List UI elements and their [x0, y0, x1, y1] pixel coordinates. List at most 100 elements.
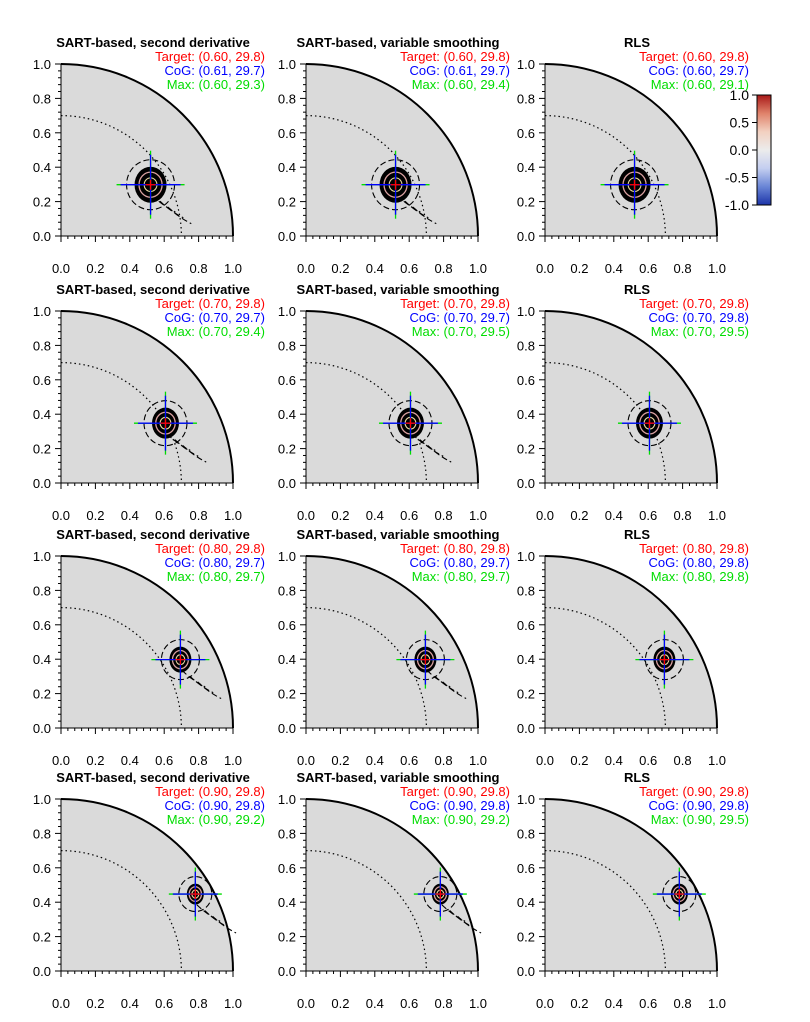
cog-annotation: CoG: (0.90, 29.8) [649, 798, 749, 813]
max-annotation-value: (0.80, 29.7) [440, 569, 510, 584]
y-tick-label: 0.6 [278, 126, 296, 141]
panel-3-2: 0.0 0.2 0.4 0.6 0.8 1.00.00.20.40.60.81.0SART… [278, 527, 510, 768]
boundary-arc [544, 310, 718, 484]
panel-4-2: 0.0 0.2 0.4 0.6 0.8 1.00.00.20.40.60.81.0SART… [278, 770, 510, 1011]
y-tick-label: 0.6 [33, 126, 51, 141]
target-marker [674, 889, 685, 900]
y-tick-label: 0.4 [517, 895, 535, 910]
max-annotation: Max: (0.80, 29.7) [167, 569, 265, 584]
y-tick-label: 0.6 [517, 373, 535, 388]
y-tick-label: 0.2 [278, 195, 296, 210]
y-tick-label: 0.8 [278, 583, 296, 598]
panel-title: SART-based, second derivative [56, 282, 250, 297]
y-tick-label: 0.4 [33, 895, 51, 910]
target-annotation-value: (0.90, 29.8) [195, 784, 265, 799]
x-tick-label: 0.4 [366, 261, 384, 276]
dotted-arc [60, 115, 182, 237]
x-tick-label: 0.6 [400, 261, 418, 276]
panel-1-3: 0.0 0.2 0.4 0.6 0.8 1.0 0.0 0.2 0.4 0.6 0.8 1.0 RLST… [517, 35, 749, 276]
max-annotation-label: Max: [651, 77, 679, 92]
x-tick-label: 0.6 [639, 753, 657, 768]
y-tick-label: 1.0 [278, 304, 296, 319]
boundary-arc [305, 555, 479, 729]
y-tick-label: 0.4 [278, 160, 296, 175]
y-tick-label: 0.4 [33, 652, 51, 667]
cog-annotation-value: (0.70, 29.7) [440, 310, 510, 325]
target-annotation-value: (0.80, 29.8) [679, 541, 749, 556]
dotted-arc [544, 362, 666, 484]
target-annotation: Target: (0.60, 29.8) [155, 49, 265, 64]
target-annotation-label: Target: [400, 296, 440, 311]
y-tick-label: 0.6 [33, 861, 51, 876]
y-tick-label: 0.8 [278, 826, 296, 841]
x-tick-label: 0.4 [605, 508, 623, 523]
panel-title: SART-based, variable smoothing [297, 770, 500, 785]
y-tick-label: 0.0 [517, 476, 535, 491]
cog-annotation-value: (0.90, 29.8) [440, 798, 510, 813]
x-tick-label: 0.2 [86, 753, 104, 768]
artifact-streak [412, 206, 437, 225]
panel-4-1: 0.0 0.2 0.4 0.6 0.8 1.0 0.0 0.2 0.4 0.6 0.8 1.0 SART… [33, 770, 265, 1011]
colorbar-tick-label: 0.5 [730, 115, 750, 131]
x-tick-label: 0.0 [297, 753, 315, 768]
target-annotation: Target: (0.60, 29.8) [400, 49, 510, 64]
target-annotation: Target: (0.60, 29.8) [639, 49, 749, 64]
y-tick-label: 0.4 [33, 407, 51, 422]
y-tick-label: 1.0 [517, 549, 535, 564]
y-tick-label: 0.8 [517, 826, 535, 841]
y-tick-label: 0.8 [278, 338, 296, 353]
artifact-streak [442, 681, 467, 700]
y-tick-label: 0.4 [517, 652, 535, 667]
boundary-arc [60, 555, 234, 729]
quarter-disc [61, 799, 233, 971]
artifact-streak [212, 915, 237, 934]
max-annotation-label: Max: [651, 569, 679, 584]
target-annotation-label: Target: [155, 49, 195, 64]
x-tick-label: 0.8 [190, 753, 208, 768]
boundary-arc [305, 63, 479, 237]
y-tick-label: 1.0 [33, 304, 51, 319]
max-annotation: Max: (0.60, 29.4) [412, 77, 510, 92]
x-tick-label: 0.8 [435, 753, 453, 768]
y-tick-label: 0.2 [33, 930, 51, 945]
x-tick-label: 0.8 [674, 508, 692, 523]
y-tick-label: 0.8 [278, 91, 296, 106]
cog-annotation-value: (0.80, 29.7) [195, 555, 265, 570]
y-tick-label: 0.0 [33, 721, 51, 736]
x-tick-label: 0.6 [155, 508, 173, 523]
quarter-disc [306, 311, 478, 483]
x-tick-label: 0.2 [570, 508, 588, 523]
dotted-arc [305, 362, 427, 484]
quarter-disc [306, 64, 478, 236]
y-tick-label: 0.2 [33, 442, 51, 457]
quarter-disc [306, 799, 478, 971]
artifact-streak [167, 206, 192, 225]
cog-annotation-value: (0.80, 29.8) [679, 555, 749, 570]
y-tick-label: 1.0 [517, 57, 535, 72]
colorbar-tick-label: -1.0 [725, 197, 749, 213]
x-tick-label: 0.8 [674, 753, 692, 768]
colorbar-tick-label: 0.0 [730, 142, 750, 158]
x-tick-label: 0.0 [297, 996, 315, 1011]
target-annotation: Target: (0.70, 29.8) [400, 296, 510, 311]
cog-annotation-value: (0.60, 29.7) [679, 63, 749, 78]
boundary-arc [544, 555, 718, 729]
y-tick-label: 0.0 [33, 476, 51, 491]
y-tick-label: 0.4 [517, 160, 535, 175]
target-annotation-value: (0.90, 29.8) [440, 784, 510, 799]
cog-annotation: CoG: (0.70, 29.8) [649, 310, 749, 325]
x-tick-label: 1.0 [708, 261, 726, 276]
y-tick-label: 0.6 [517, 861, 535, 876]
cog-annotation-label: CoG: [649, 310, 679, 325]
x-tick-label: 0.6 [639, 508, 657, 523]
target-annotation-label: Target: [155, 296, 195, 311]
x-tick-label: 0.2 [331, 753, 349, 768]
x-tick-label: 0.0 [536, 508, 554, 523]
max-annotation: Max: (0.90, 29.5) [651, 812, 749, 827]
dotted-arc [544, 850, 666, 972]
x-tick-label: 0.4 [121, 508, 139, 523]
max-annotation-label: Max: [651, 812, 679, 827]
cog-annotation-label: CoG: [165, 63, 195, 78]
target-marker [629, 179, 640, 190]
panel-title: SART-based, variable smoothing [297, 527, 500, 542]
